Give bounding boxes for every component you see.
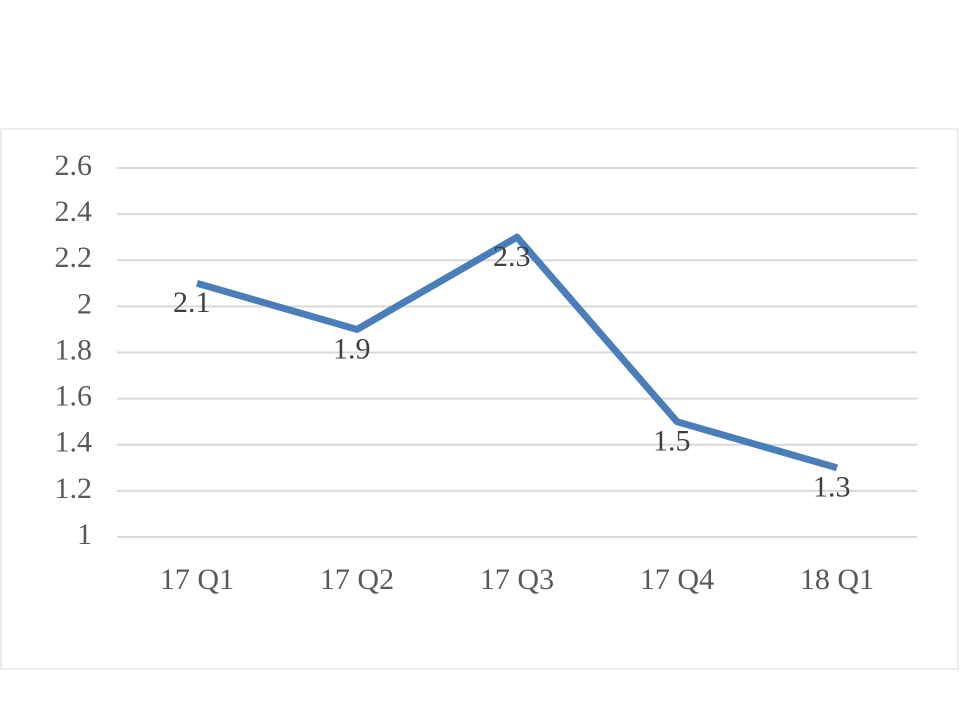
- y-tick-label: 2.6: [55, 149, 93, 182]
- y-tick-label: 1.8: [55, 333, 93, 366]
- x-tick-label: 17 Q3: [480, 563, 554, 596]
- y-tick-label: 2: [77, 287, 92, 320]
- y-tick-label: 1.4: [55, 426, 93, 459]
- x-tick-label: 18 Q1: [800, 563, 874, 596]
- data-label: 2.1: [173, 286, 211, 319]
- data-label: 1.5: [653, 425, 691, 458]
- data-line: [196, 233, 838, 472]
- y-tick-label: 1.2: [55, 472, 93, 505]
- y-tick-label: 2.4: [55, 195, 93, 228]
- x-tick-label: 17 Q2: [320, 563, 394, 596]
- y-tick-label: 2.2: [55, 241, 93, 274]
- y-tick-label: 1: [77, 518, 92, 551]
- data-label: 1.9: [333, 332, 371, 365]
- x-tick-label: 17 Q4: [640, 563, 714, 596]
- data-label: 2.3: [493, 240, 531, 273]
- data-label: 1.3: [813, 471, 851, 504]
- x-tick-label: 17 Q1: [160, 563, 234, 596]
- y-tick-label: 1.6: [55, 380, 93, 413]
